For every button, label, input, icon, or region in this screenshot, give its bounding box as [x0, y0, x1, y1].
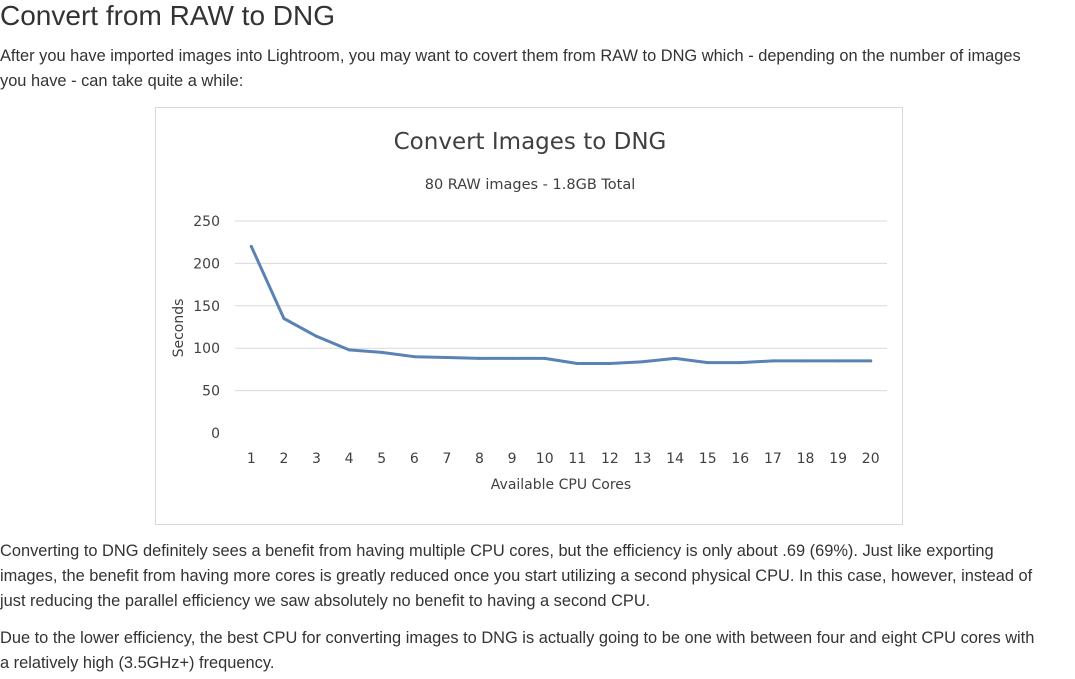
data-point: [771, 359, 775, 363]
x-tick-label: 12: [601, 451, 619, 467]
data-point: [412, 355, 416, 359]
data-point: [445, 356, 449, 360]
x-tick-label: 3: [312, 451, 321, 467]
x-tick-label: 7: [442, 451, 451, 467]
data-point: [869, 359, 873, 363]
x-tick-label: 17: [764, 451, 782, 467]
x-tick-label: 5: [377, 451, 386, 467]
data-point: [543, 356, 547, 360]
x-tick-labels: 1 2 3 4 5 6 7 8 9 10 11 12 13 14 15 16 17 18 19 20: [247, 451, 880, 467]
data-point: [706, 361, 710, 365]
x-tick-label: 1: [247, 451, 256, 467]
data-point: [315, 334, 318, 338]
x-tick-label: 18: [797, 451, 815, 467]
x-tick-label: 20: [862, 451, 880, 467]
x-axis-label: Available CPU Cores: [491, 477, 631, 493]
series-layer: [249, 244, 873, 365]
series-line: [249, 244, 873, 365]
y-tick-label: 50: [202, 384, 220, 400]
data-point: [738, 361, 742, 365]
data-point: [282, 317, 286, 321]
data-point: [249, 244, 253, 248]
x-tick-label: 6: [410, 451, 419, 467]
x-tick-label: 13: [634, 451, 652, 467]
x-tick-label: 19: [829, 451, 847, 467]
x-tick-label: 9: [508, 451, 517, 467]
x-tick-label: 16: [731, 451, 749, 467]
y-tick-label: 200: [193, 256, 220, 272]
data-point: [608, 361, 612, 365]
y-tick-labels: 0 50 100 150 200 250: [193, 214, 220, 442]
x-tick-label: 10: [536, 451, 554, 467]
data-point: [347, 348, 351, 352]
y-tick-label: 250: [193, 214, 220, 230]
gridlines: [235, 220, 887, 392]
data-point: [478, 356, 481, 360]
data-point: [673, 356, 677, 360]
y-tick-label: 100: [193, 341, 220, 357]
chart-subtitle: 80 RAW images - 1.8GB Total: [425, 177, 636, 193]
data-point: [641, 360, 644, 364]
x-tick-label: 14: [666, 451, 684, 467]
chart-title: Convert Images to DNG: [394, 129, 667, 155]
x-tick-label: 15: [699, 451, 717, 467]
x-tick-label: 11: [568, 451, 586, 467]
data-point: [575, 361, 579, 365]
y-tick-label: 0: [211, 426, 220, 442]
data-point: [380, 350, 384, 354]
data-point: [804, 359, 807, 363]
chart-figure: Convert Images to DNG 80 RAW images - 1.…: [155, 107, 903, 525]
data-point: [836, 359, 840, 363]
line-chart: Convert Images to DNG 80 RAW images - 1.…: [171, 129, 887, 493]
y-axis-label: Seconds: [171, 299, 187, 358]
x-tick-label: 4: [345, 451, 354, 467]
efficiency-paragraph: Converting to DNG definitely sees a bene…: [0, 542, 1033, 610]
x-tick-label: 2: [279, 451, 288, 467]
x-tick-label: 8: [475, 451, 484, 467]
page-title: Convert from RAW to DNG: [0, 0, 336, 31]
recommendation-paragraph: Due to the lower efficiency, the best CP…: [0, 629, 1035, 672]
y-tick-label: 150: [193, 299, 220, 315]
data-point: [510, 356, 514, 360]
intro-paragraph: After you have imported images into Ligh…: [0, 47, 1021, 90]
